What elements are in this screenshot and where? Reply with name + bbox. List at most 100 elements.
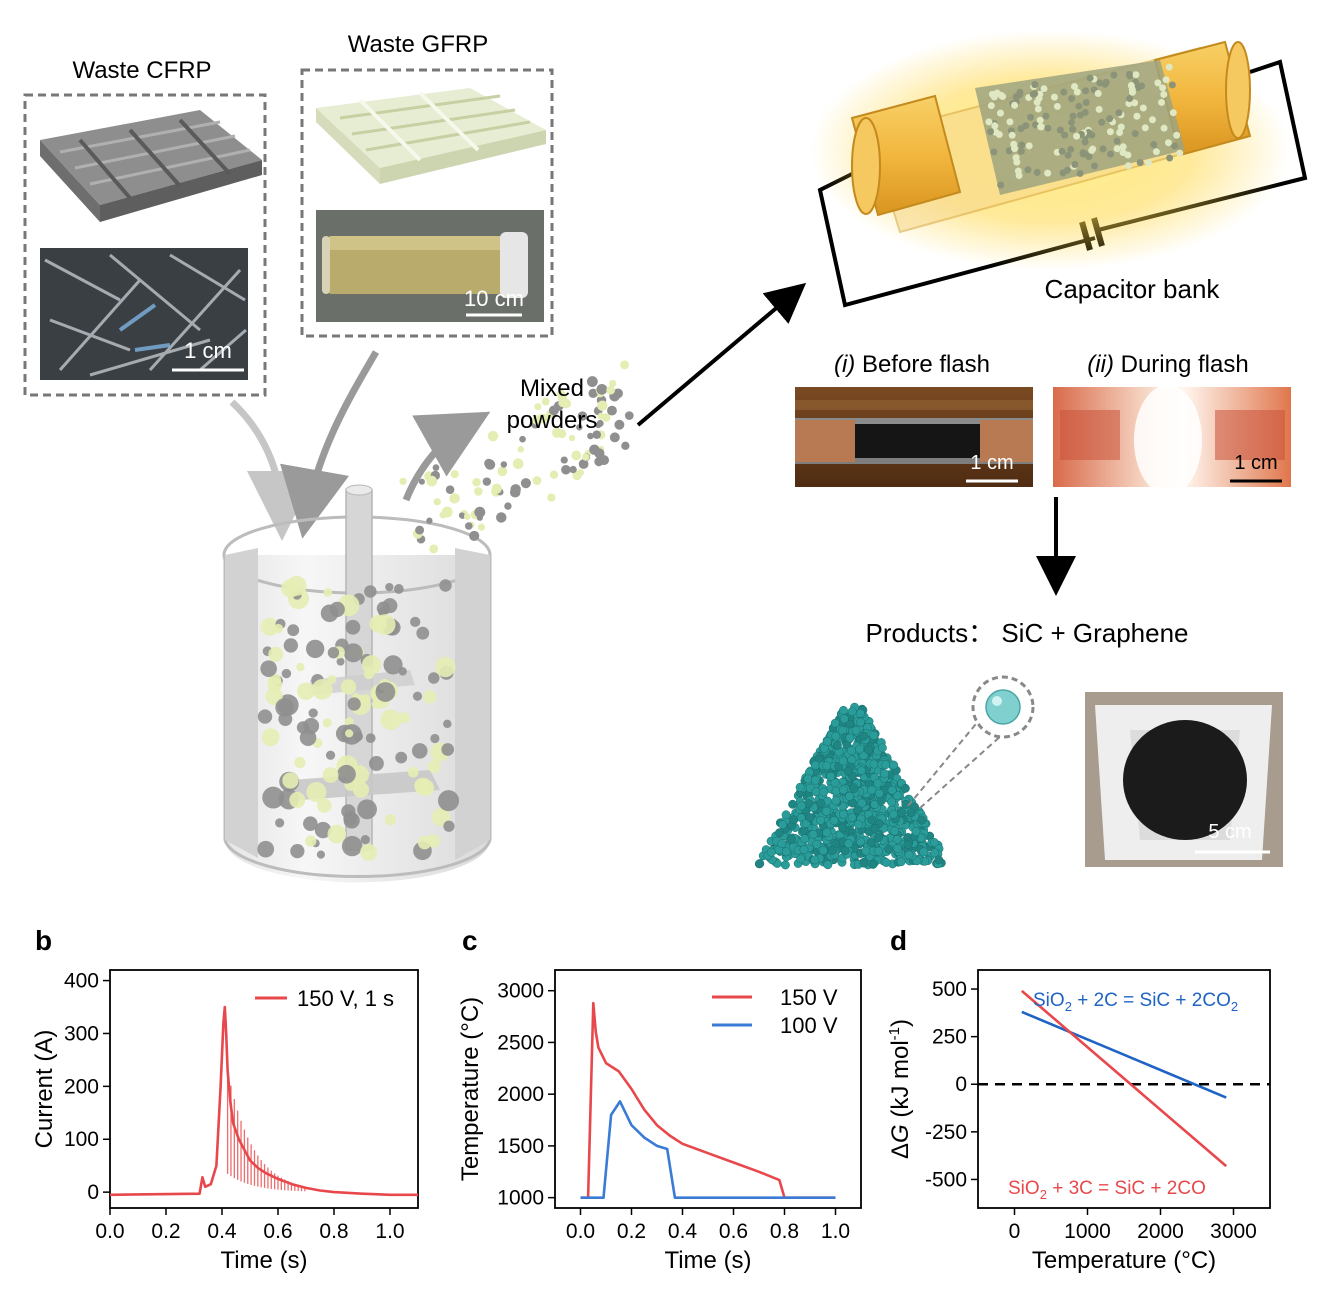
- powder-particle: [287, 624, 300, 637]
- tube-particle: [1050, 93, 1058, 101]
- tube-particle: [987, 102, 995, 110]
- powder-particle: [316, 850, 326, 859]
- current-time-chart: 0.0 0.2 0.4 0.6 0.8 1.0 0 100 200 300 400 Time (s) C…: [31, 969, 419, 1274]
- tube-particle: [1095, 105, 1103, 113]
- powder-particle: [428, 672, 440, 684]
- tube-particle: [1173, 131, 1181, 139]
- powder-particle: [432, 464, 440, 471]
- pile-particle: [864, 745, 873, 755]
- y-tick-label: 2500: [497, 1031, 544, 1054]
- powder-particle: [417, 835, 432, 850]
- tube-particle: [1148, 116, 1156, 124]
- tube-particle: [1033, 168, 1041, 176]
- tube-particle: [1133, 112, 1141, 120]
- tube-particle: [1044, 169, 1052, 177]
- pile-particle: [846, 746, 856, 756]
- tube-particle: [1119, 143, 1127, 151]
- powder-particle: [283, 638, 298, 653]
- powder-particle: [418, 478, 425, 485]
- powder-particle: [327, 824, 347, 844]
- powder-particle: [496, 512, 507, 523]
- tube-particle: [1126, 95, 1134, 103]
- tube-particle: [1013, 158, 1021, 166]
- reaction-annotation: SiO2 + 2C = SiC + 2CO2: [1033, 990, 1238, 1014]
- powder-particle: [384, 814, 397, 826]
- powder-particle: [556, 389, 566, 399]
- powder-particle: [415, 525, 425, 535]
- powder-particle: [491, 483, 502, 494]
- tube-particle: [1040, 85, 1048, 93]
- powder-particle: [398, 712, 410, 724]
- tube-particle: [1075, 102, 1083, 110]
- powder-particle: [509, 486, 521, 498]
- tube-particle: [1131, 130, 1139, 138]
- powder-particle: [395, 751, 408, 764]
- during-scale-label: 1 cm: [1234, 452, 1277, 474]
- tube-particle: [1071, 161, 1079, 169]
- powder-particle: [347, 697, 361, 711]
- powder-particle: [578, 459, 589, 469]
- pile-particle: [812, 839, 822, 849]
- powder-particle: [472, 478, 481, 487]
- powder-particle: [380, 709, 402, 731]
- powder-particle: [568, 434, 576, 442]
- tube-particle: [990, 93, 998, 101]
- powder-particle: [317, 798, 332, 813]
- powder-particle: [549, 470, 559, 479]
- powder-particle: [325, 750, 336, 760]
- powder-particle: [547, 493, 556, 502]
- powder-particle: [441, 743, 455, 756]
- series-line-0: [1021, 1010, 1227, 1099]
- pile-particle: [781, 847, 791, 857]
- tube-particle: [1061, 131, 1069, 139]
- tube-particle: [1031, 90, 1039, 98]
- pile-particle: [867, 815, 877, 825]
- tube-particle: [1171, 142, 1179, 150]
- pile-particle: [874, 788, 884, 798]
- tube-particle: [1099, 145, 1107, 153]
- x-tick-label: 0.4: [207, 1220, 237, 1243]
- powder-particle: [311, 678, 333, 700]
- powder-particle: [430, 733, 440, 744]
- tube-particle: [1064, 151, 1072, 159]
- powder-particles: [257, 360, 634, 861]
- pile-particle: [816, 798, 826, 808]
- during-flash-label: (ii) During flash: [1087, 351, 1248, 378]
- pile-particle: [845, 733, 855, 743]
- tube-particle: [996, 109, 1004, 117]
- tube-particle: [1136, 159, 1144, 167]
- y-tick-label: 400: [64, 970, 99, 993]
- tube-particle: [1088, 146, 1096, 154]
- tube-particle: [1165, 63, 1173, 71]
- mixed-powders-label-2: powders: [507, 407, 598, 434]
- y-tick-label: 3000: [497, 980, 544, 1003]
- tube-particle: [1015, 172, 1023, 180]
- tube-particle: [1113, 137, 1121, 145]
- tube-particle: [1125, 70, 1133, 78]
- gfrp-fabric-render: [316, 88, 546, 184]
- pile-particle: [853, 819, 863, 829]
- powder-particle: [534, 403, 542, 411]
- powder-particle: [411, 743, 428, 759]
- x-tick-label: 0.0: [95, 1220, 124, 1243]
- powder-particle: [289, 791, 306, 808]
- powder-particle: [474, 487, 483, 496]
- powder-particle: [532, 476, 542, 485]
- powder-particle: [557, 429, 567, 439]
- powder-particle: [449, 493, 460, 504]
- y-tick-label: 250: [932, 1026, 967, 1049]
- powder-particle: [595, 422, 602, 429]
- x-tick-label: 0: [1009, 1220, 1021, 1243]
- powder-particle: [487, 430, 499, 442]
- powder-particle: [561, 464, 571, 475]
- powder-particle: [281, 579, 300, 598]
- tube-particle: [1168, 81, 1176, 89]
- powder-particle: [463, 513, 471, 520]
- pile-particle: [781, 810, 791, 820]
- powder-particle: [336, 657, 345, 666]
- powder-particle: [588, 388, 598, 398]
- powder-particle: [261, 728, 280, 747]
- panel-letter-d: d: [890, 925, 907, 956]
- tube-particle: [1107, 150, 1115, 158]
- tube-particle: [1098, 118, 1106, 126]
